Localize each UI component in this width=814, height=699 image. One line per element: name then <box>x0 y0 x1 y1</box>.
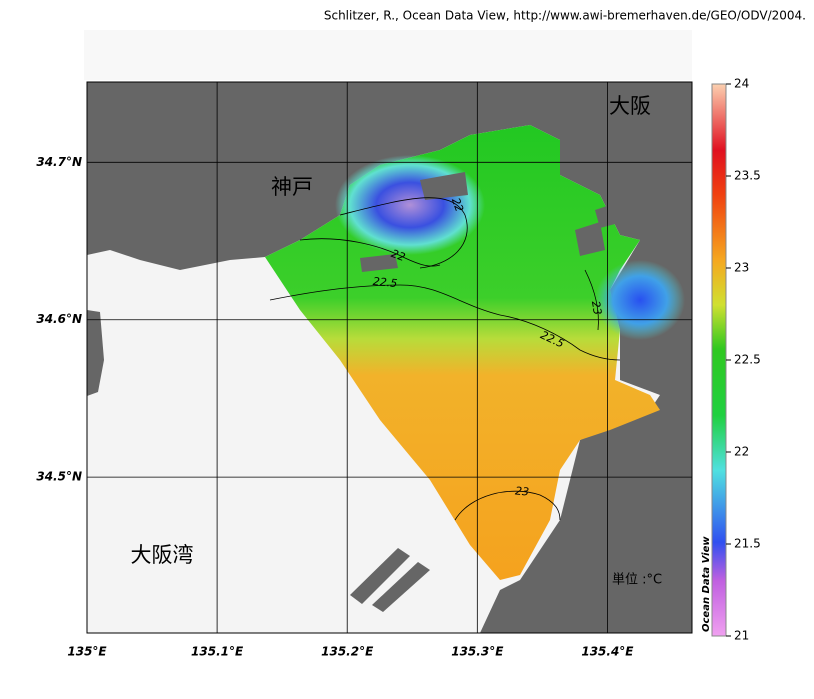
colorbar-tick-label: 21.5 <box>734 537 761 551</box>
y-tick-label: 34.6°N <box>36 312 82 326</box>
pier <box>575 222 605 256</box>
credit: Schlitzer, R., Ocean Data View, http://w… <box>324 9 806 23</box>
colorbar-tick-label: 24 <box>734 77 749 91</box>
colorbar-tick-label: 21 <box>734 629 749 643</box>
land <box>87 310 104 396</box>
map-frame <box>86 81 693 634</box>
colorbar <box>711 83 727 637</box>
colorbar-tick-label: 22 <box>734 445 749 459</box>
contour-line <box>584 269 599 331</box>
contour-line <box>299 238 441 267</box>
pier <box>360 254 398 272</box>
contour-line <box>269 284 501 316</box>
header-band <box>84 30 692 80</box>
contour-label: 22 <box>389 247 407 264</box>
contour-line <box>499 314 621 361</box>
contour-label: 23 <box>589 300 604 316</box>
place-label: 大阪湾 <box>131 543 194 567</box>
place-label: 大阪 <box>609 94 651 118</box>
x-tick-label: 135.4°E <box>581 645 634 659</box>
colorbar-title: Ocean Data View <box>701 536 712 632</box>
contour-label: 23 <box>515 484 530 498</box>
island <box>372 562 430 612</box>
contour-label: 22.5 <box>372 275 398 290</box>
unit-label: 単位 :°C <box>612 572 662 588</box>
contour-line <box>454 490 561 521</box>
x-tick-label: 135.3°E <box>451 645 504 659</box>
land <box>87 82 692 633</box>
colorbar-tick-label: 23.5 <box>734 169 761 183</box>
y-tick-label: 34.5°N <box>36 470 82 484</box>
x-tick-label: 135.1°E <box>191 645 244 659</box>
island <box>350 548 410 604</box>
pier <box>420 172 468 200</box>
contour-line <box>339 197 468 269</box>
pier <box>595 200 630 228</box>
colorbar-tick-label: 22.5 <box>734 353 761 367</box>
contour-label: 22 <box>449 196 466 214</box>
x-tick-label: 135°E <box>67 645 107 659</box>
place-label: 神戸 <box>271 175 313 199</box>
cold-patch <box>595 260 685 340</box>
y-tick-label: 34.7°N <box>36 155 82 169</box>
x-tick-label: 135.2°E <box>321 645 374 659</box>
colorbar-tick-label: 23 <box>734 261 749 275</box>
